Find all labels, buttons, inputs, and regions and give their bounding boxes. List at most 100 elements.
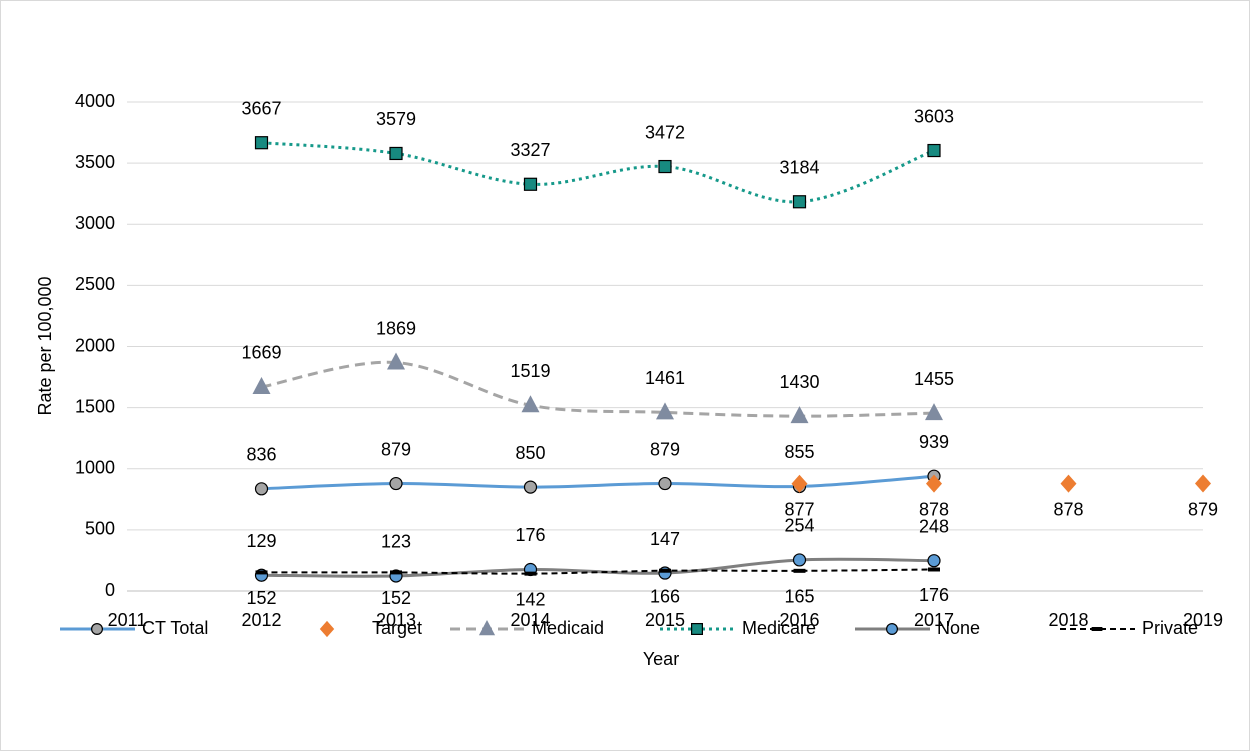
marker bbox=[1195, 474, 1211, 493]
marker bbox=[925, 403, 943, 421]
marker bbox=[523, 177, 538, 191]
x-tick-label: 2018 bbox=[1048, 610, 1088, 630]
data-label: 152 bbox=[381, 588, 411, 608]
data-label: 165 bbox=[784, 587, 814, 607]
data-label: 3472 bbox=[645, 122, 685, 142]
marker bbox=[658, 476, 672, 491]
series-line bbox=[261, 557, 935, 578]
x-tick-label: 2017 bbox=[914, 610, 954, 630]
data-label: 1669 bbox=[241, 343, 281, 363]
data-label: 123 bbox=[381, 532, 411, 552]
marker bbox=[927, 143, 941, 158]
marker bbox=[389, 476, 403, 491]
data-label: 3579 bbox=[376, 109, 416, 129]
data-label: 166 bbox=[650, 586, 680, 606]
y-tick-label: 0 bbox=[105, 580, 115, 600]
data-label: 878 bbox=[1053, 499, 1083, 519]
data-label: 877 bbox=[784, 500, 814, 520]
marker bbox=[255, 570, 268, 575]
data-label: 3184 bbox=[779, 158, 819, 178]
data-label: 1519 bbox=[510, 361, 550, 381]
data-label: 1430 bbox=[779, 372, 819, 392]
data-label: 248 bbox=[919, 516, 949, 536]
data-label: 142 bbox=[515, 589, 545, 609]
marker bbox=[523, 480, 538, 494]
legend-label: Target bbox=[372, 618, 422, 638]
y-tick-label: 1000 bbox=[75, 458, 115, 478]
data-label: 879 bbox=[650, 439, 680, 459]
marker bbox=[521, 395, 540, 413]
marker bbox=[90, 622, 103, 635]
x-tick-label: 2014 bbox=[510, 610, 550, 630]
marker bbox=[254, 136, 269, 150]
marker bbox=[390, 570, 402, 575]
data-label: 3603 bbox=[914, 106, 954, 126]
data-label: 836 bbox=[246, 445, 276, 465]
x-tick-label: 2013 bbox=[376, 610, 416, 630]
legend-label: Private bbox=[1142, 618, 1198, 638]
data-label: 939 bbox=[919, 432, 949, 452]
series-line bbox=[261, 141, 935, 204]
data-label: 3667 bbox=[241, 98, 281, 118]
series-line bbox=[261, 360, 935, 418]
marker bbox=[254, 482, 269, 496]
data-label: 147 bbox=[650, 529, 680, 549]
data-label: 855 bbox=[784, 442, 814, 462]
marker bbox=[790, 406, 809, 424]
data-label: 879 bbox=[381, 439, 411, 459]
x-tick-label: 2016 bbox=[779, 610, 819, 630]
marker bbox=[387, 352, 405, 370]
data-label: 3327 bbox=[510, 140, 550, 160]
legend-label: CT Total bbox=[142, 618, 208, 638]
marker bbox=[659, 568, 671, 573]
marker bbox=[690, 622, 703, 635]
series-line bbox=[261, 474, 935, 491]
y-tick-label: 500 bbox=[85, 519, 115, 539]
marker bbox=[792, 553, 807, 567]
x-tick-label: 2015 bbox=[645, 610, 685, 630]
marker bbox=[524, 571, 537, 576]
marker bbox=[791, 474, 808, 493]
x-tick-label: 2012 bbox=[241, 610, 281, 630]
y-axis-title: Rate per 100,000 bbox=[35, 276, 55, 415]
data-label: 129 bbox=[246, 531, 276, 551]
marker bbox=[656, 402, 674, 420]
marker bbox=[658, 159, 672, 174]
data-label: 152 bbox=[246, 588, 276, 608]
x-axis-title: Year bbox=[643, 649, 679, 669]
marker bbox=[389, 146, 403, 161]
x-tick-label: 2019 bbox=[1183, 610, 1223, 630]
data-label: 879 bbox=[1188, 499, 1218, 519]
data-label: 1461 bbox=[645, 368, 685, 388]
marker bbox=[478, 620, 496, 636]
data-label: 850 bbox=[515, 443, 545, 463]
data-label: 176 bbox=[919, 585, 949, 605]
marker bbox=[792, 195, 807, 209]
y-tick-label: 3500 bbox=[75, 152, 115, 172]
marker bbox=[926, 474, 942, 493]
marker bbox=[928, 567, 940, 572]
y-tick-label: 2500 bbox=[75, 274, 115, 294]
y-tick-label: 4000 bbox=[75, 91, 115, 111]
x-tick-label: 2011 bbox=[108, 610, 147, 630]
marker bbox=[927, 554, 941, 568]
marker bbox=[1091, 627, 1103, 631]
data-label: 176 bbox=[515, 525, 545, 545]
y-tick-label: 2000 bbox=[75, 335, 115, 355]
y-tick-label: 1500 bbox=[75, 396, 115, 416]
marker bbox=[252, 376, 271, 394]
data-label: 254 bbox=[784, 516, 814, 536]
legend-label: Medicare bbox=[742, 618, 816, 638]
data-label: 1455 bbox=[914, 369, 954, 389]
series-line bbox=[261, 568, 935, 575]
y-tick-label: 3000 bbox=[75, 213, 115, 233]
legend-label: None bbox=[937, 618, 980, 638]
legend-label: Medicaid bbox=[532, 618, 604, 638]
data-label: 878 bbox=[919, 499, 949, 519]
marker bbox=[793, 568, 806, 573]
data-label: 1869 bbox=[376, 318, 416, 338]
marker bbox=[1060, 474, 1077, 493]
marker bbox=[319, 620, 335, 638]
